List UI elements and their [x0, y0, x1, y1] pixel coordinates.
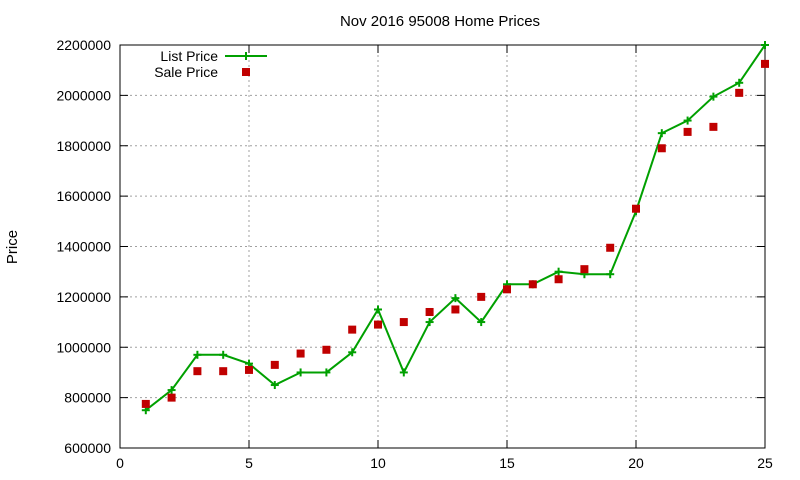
list-price-point	[477, 318, 486, 327]
sale-price-point	[580, 265, 589, 274]
sale-price-point	[374, 320, 382, 329]
sale-price-point	[761, 59, 769, 68]
y-tick-label: 1400000	[56, 239, 111, 255]
list-price-point	[451, 294, 460, 303]
list-price-point	[554, 267, 563, 276]
sale-price-point	[503, 285, 511, 294]
x-tick-label: 25	[757, 455, 773, 471]
list-price-point	[322, 368, 331, 377]
list-price-point	[193, 350, 202, 359]
sale-price-point	[477, 292, 486, 301]
sale-price-point	[683, 127, 692, 136]
y-tick-label: 2200000	[56, 37, 111, 53]
series-layer	[141, 41, 769, 415]
y-tick-label: 600000	[64, 440, 111, 456]
sale-price-point	[167, 393, 176, 402]
sale-price-point	[193, 367, 202, 376]
list-price-point	[735, 78, 744, 87]
sale-price-point	[735, 88, 744, 97]
legend-label: List Price	[160, 48, 218, 64]
y-axis-label: Price	[4, 230, 21, 264]
list-price-point	[761, 41, 769, 49]
x-tick-label: 5	[245, 455, 253, 471]
y-tick-label: 1000000	[56, 339, 111, 355]
sale-price-point	[425, 307, 434, 316]
x-tick-label: 20	[628, 455, 644, 471]
chart-title: Nov 2016 95008 Home Prices	[340, 13, 540, 30]
sale-price-point	[709, 122, 718, 131]
list-price-point	[167, 386, 176, 395]
list-price-point	[709, 92, 718, 101]
legend-label: Sale Price	[154, 64, 218, 80]
y-tick-label: 1600000	[56, 188, 111, 204]
list-price-point	[606, 270, 615, 279]
sale-price-point	[270, 360, 279, 369]
sale-price-point	[348, 325, 357, 334]
list-price-point	[296, 368, 305, 377]
list-price-point	[657, 129, 666, 138]
list-price-line	[145, 44, 766, 412]
sale-price-point	[296, 349, 305, 358]
sale-price-point	[399, 318, 408, 327]
sale-price-point	[606, 243, 615, 252]
sale-price-point	[528, 280, 537, 289]
sale-price-point	[554, 275, 563, 284]
list-price-point	[374, 305, 382, 314]
y-tick-label: 800000	[64, 390, 111, 406]
sale-price-point	[245, 365, 253, 374]
sale-price-point	[141, 399, 150, 408]
y-tick-label: 2000000	[56, 87, 111, 103]
list-price-point	[219, 350, 228, 359]
x-tick-label: 15	[499, 455, 515, 471]
sale-price-point	[657, 144, 666, 153]
list-price-point	[399, 368, 408, 377]
grid-lines	[120, 45, 765, 448]
sale-price-point	[451, 305, 460, 314]
x-tick-label: 10	[370, 455, 386, 471]
list-price-point	[425, 318, 434, 327]
axis-ticks: 600000 800000 1000000 1200000 1400000 1600000…	[56, 37, 773, 471]
legend-cross-marker	[242, 52, 250, 60]
sale-price-point	[632, 204, 640, 213]
legend-square-marker	[242, 68, 250, 76]
list-price-point	[270, 381, 279, 390]
list-price-point	[683, 116, 692, 125]
y-tick-label: 1800000	[56, 138, 111, 154]
sale-price-point	[219, 367, 228, 376]
y-tick-label: 1200000	[56, 289, 111, 305]
sale-price-point	[322, 345, 331, 354]
x-tick-label: 0	[116, 455, 124, 471]
list-price-point	[348, 348, 357, 357]
